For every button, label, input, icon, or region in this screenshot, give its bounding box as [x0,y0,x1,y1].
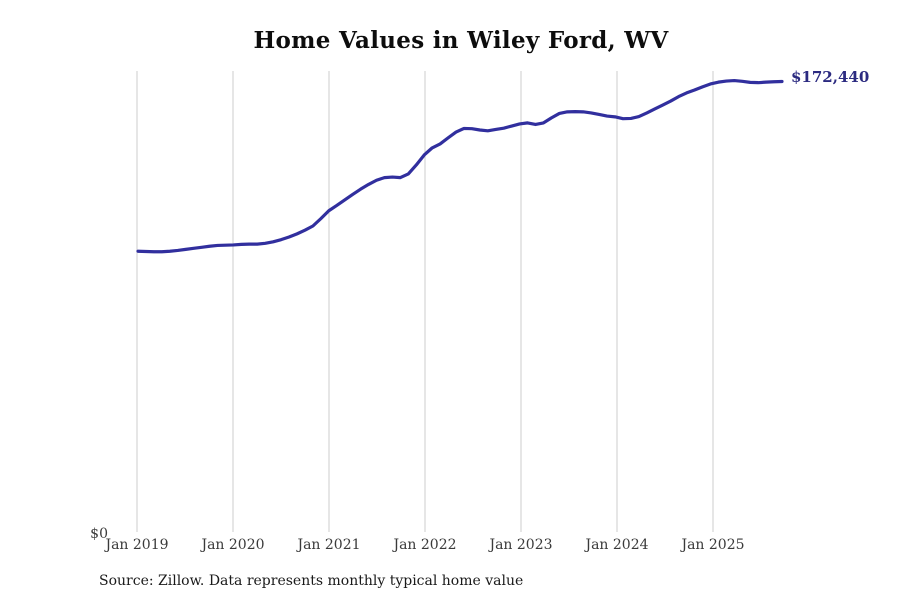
vertical-gridlines [136,71,714,532]
source-note: Source: Zillow. Data represents monthly … [99,573,524,589]
chart-title: Home Values in Wiley Ford, WV [253,27,669,54]
x-tick-label: Jan 2024 [585,537,649,553]
x-tick-label: Jan 2023 [489,537,553,553]
home-value-trend-line [136,78,784,254]
x-tick-label: Jan 2021 [297,537,361,553]
x-tick-label: Jan 2019 [105,537,169,553]
latest-value-label: $172,440 [791,68,870,86]
y-axis-zero-label: $0 [90,526,108,542]
x-tick-label: Jan 2022 [393,537,457,553]
x-tick-label: Jan 2020 [201,537,265,553]
x-tick-label: Jan 2025 [681,537,745,553]
